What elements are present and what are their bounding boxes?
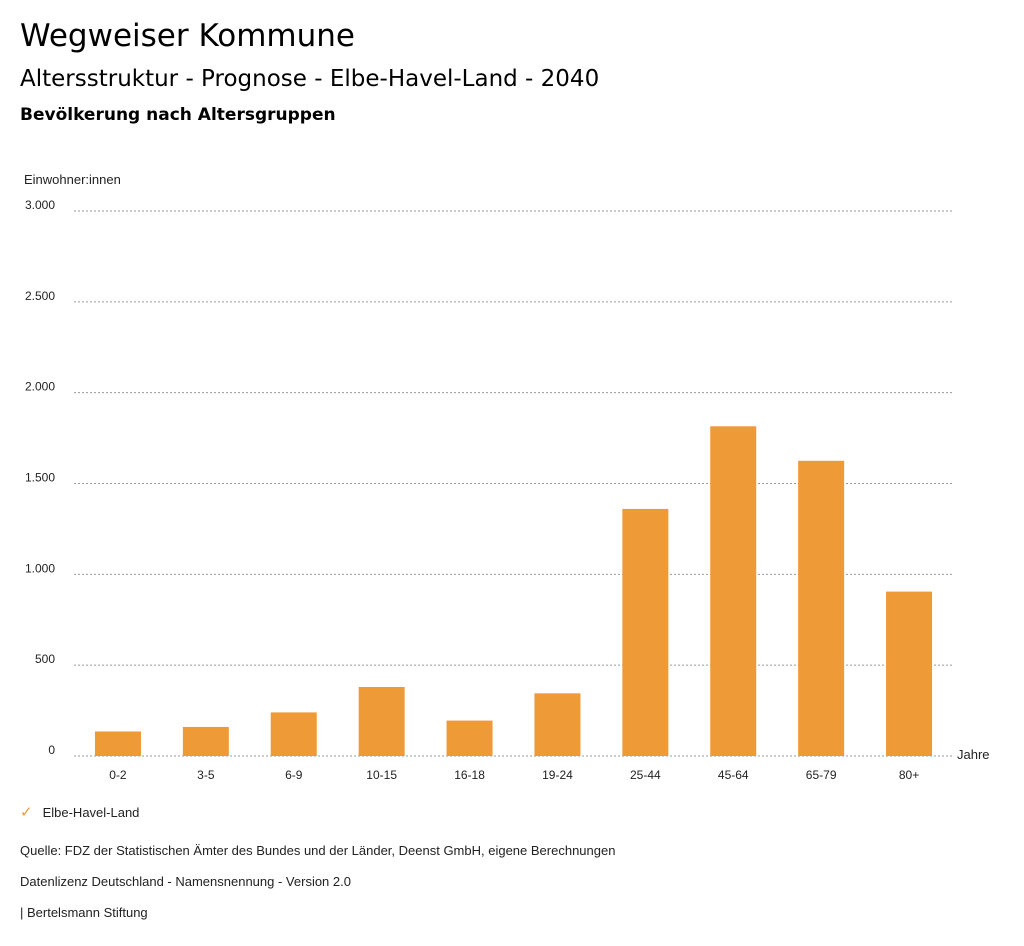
check-icon: ✓ [20,804,33,821]
x-tick-label: 6-9 [285,768,303,782]
bar-80+[interactable] [886,591,933,756]
bar-chart: Einwohner:innen 0 500 1.000 1.500 2.000 2.500… [24,172,990,782]
bar-3-5[interactable] [182,726,229,756]
x-tick-label: 25-44 [630,768,661,782]
license-text: Datenlizenz Deutschland - Namensnennung … [20,874,351,889]
y-tick-label: 2.500 [25,289,55,303]
y-tick-label: 0 [48,743,55,757]
y-tick-label: 2.000 [25,380,55,394]
x-tick-label: 19-24 [542,768,573,782]
x-tick-label: 65-79 [806,768,837,782]
legend-item[interactable]: ✓ Elbe-Havel-Land [20,803,139,821]
page-title: Wegweiser Kommune [20,18,355,54]
legend-label: Elbe-Havel-Land [42,804,140,820]
bar-0-2[interactable] [94,731,141,756]
x-tick-label: 45-64 [718,768,749,782]
bar-25-44[interactable] [622,508,669,756]
chart-subheading: Bevölkerung nach Altersgruppen [20,105,336,125]
y-tick-label: 1.000 [25,561,55,575]
y-tick-label: 1.500 [25,471,55,485]
x-tick-label: 10-15 [366,768,397,782]
bar-65-79[interactable] [798,460,845,756]
bar-19-24[interactable] [534,693,581,756]
brand-text: | Bertelsmann Stiftung [20,905,148,920]
source-text: Quelle: FDZ der Statistischen Ämter des … [20,843,616,858]
bar-10-15[interactable] [358,686,405,756]
y-axis-label: Einwohner:innen [24,172,121,187]
x-axis-label: Jahre [957,747,990,762]
bar-16-18[interactable] [446,720,493,756]
y-tick-label: 500 [35,652,55,666]
x-tick-label: 0-2 [109,768,127,782]
x-tick-label: 80+ [899,768,919,782]
y-tick-label: 3.000 [25,198,55,212]
chart-subtitle: Altersstruktur - Prognose - Elbe-Havel-L… [20,66,600,92]
bar-6-9[interactable] [270,712,317,756]
x-tick-label: 16-18 [454,768,485,782]
x-tick-label: 3-5 [197,768,215,782]
bar-45-64[interactable] [710,426,757,756]
